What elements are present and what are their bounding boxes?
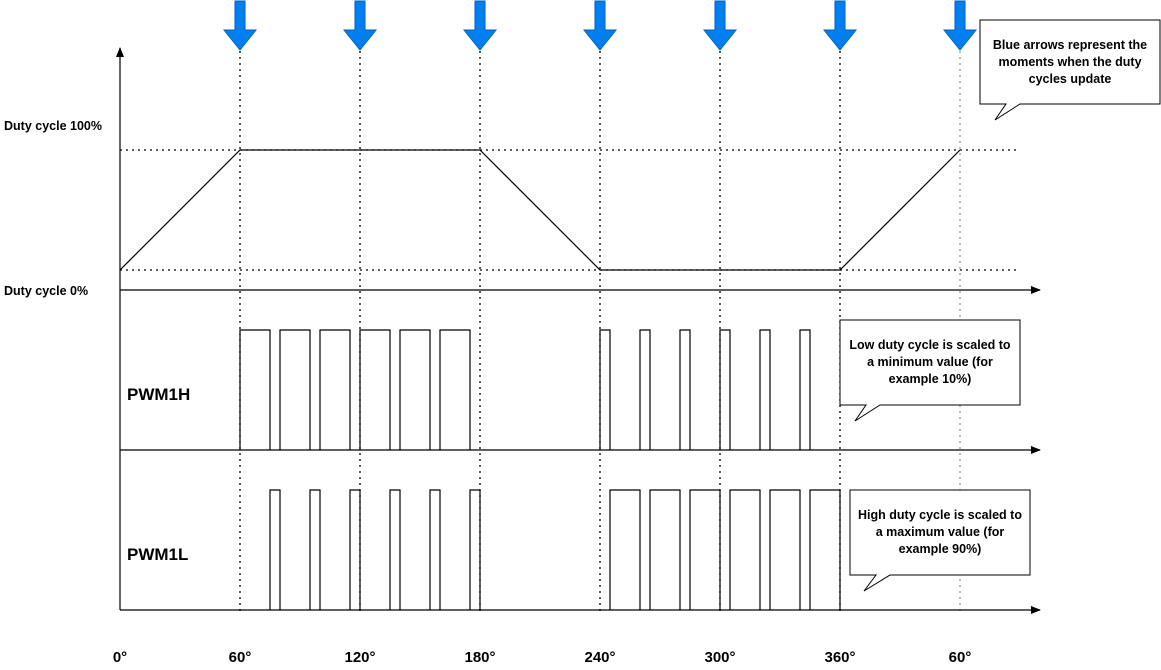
pwm-low-pulse: [769, 489, 801, 610]
angle-tick-label: 120°: [344, 649, 375, 666]
pwm-low-pulse: [809, 489, 841, 610]
arrows-note: Blue arrows represent the moments when t…: [980, 20, 1160, 104]
pwm-low-pulse: [609, 489, 641, 610]
duty-100-label: Duty cycle 100%: [4, 119, 102, 133]
pwm-high-pulse: [679, 329, 691, 450]
pwm-high-pulse: [279, 329, 311, 450]
pwm-high-pulse: [759, 329, 771, 450]
low-duty-note: Low duty cycle is scaled to a minimum va…: [840, 320, 1020, 405]
angle-tick-label: 180°: [464, 649, 495, 666]
pwm-high-pulse: [799, 329, 811, 450]
update-arrow-icon: [582, 0, 618, 51]
low-duty-note-bubble: [839, 319, 1021, 422]
duty-profile-line: [119, 149, 961, 271]
angle-tick-label: 240°: [584, 649, 615, 666]
update-arrow-icon: [822, 0, 858, 51]
update-arrow-icon: [222, 0, 258, 51]
pwm-low-pulse: [429, 489, 441, 610]
pwm-high-pulse: [239, 329, 271, 450]
pwm-high-pulse: [599, 329, 611, 450]
update-arrow-icon: [342, 0, 378, 51]
low-duty-note-text: Low duty cycle is scaled to a minimum va…: [849, 338, 1011, 386]
pwm-low-pulse: [309, 489, 321, 610]
pwm-high-pulse: [359, 329, 391, 450]
update-arrow-icon: [942, 0, 978, 51]
angle-tick-label: 60°: [229, 649, 252, 666]
arrows-note-bubble: [979, 19, 1161, 121]
high-duty-note-bubble: [849, 489, 1031, 592]
pwm-high-label: PWM1H: [127, 385, 190, 404]
pwm-low-pulse: [389, 489, 401, 610]
update-arrows: [222, 0, 978, 51]
pwm-low-pulse: [349, 489, 361, 610]
high-duty-note-text: High duty cycle is scaled to a maximum v…: [858, 508, 1022, 556]
arrows-note-text: Blue arrows represent the moments when t…: [992, 37, 1148, 86]
angle-tick-label: 60°: [949, 649, 972, 666]
angle-tick-label: 360°: [824, 649, 855, 666]
pwm-low-pulse: [269, 489, 281, 610]
pwm-high-pulse: [399, 329, 431, 450]
axes: [116, 47, 1041, 614]
pwm-low-pulse: [689, 489, 721, 610]
angle-tick-label: 0°: [113, 649, 127, 666]
angle-tick-labels: 0° 60° 120° 180° 240° 300° 360° 60°: [113, 649, 972, 666]
update-arrow-icon: [702, 0, 738, 51]
pwm-low-pulse: [729, 489, 761, 610]
duty-0-label: Duty cycle 0%: [4, 284, 88, 298]
pwm-low-label: PWM1L: [127, 545, 188, 564]
pwm-high-pulse: [319, 329, 351, 450]
callout-shapes: [839, 19, 1161, 592]
pwm-low-pulse: [469, 489, 481, 610]
pwm-high-pulse: [639, 329, 651, 450]
update-arrow-icon: [462, 0, 498, 51]
pwm-low-pulse: [649, 489, 681, 610]
pwm-low-pulses: [269, 489, 841, 610]
pwm-high-pulse: [719, 329, 731, 450]
high-duty-note: High duty cycle is scaled to a maximum v…: [850, 490, 1030, 575]
angle-tick-label: 300°: [704, 649, 735, 666]
pwm-high-pulse: [439, 329, 471, 450]
pwm-high-pulses: [239, 329, 811, 450]
